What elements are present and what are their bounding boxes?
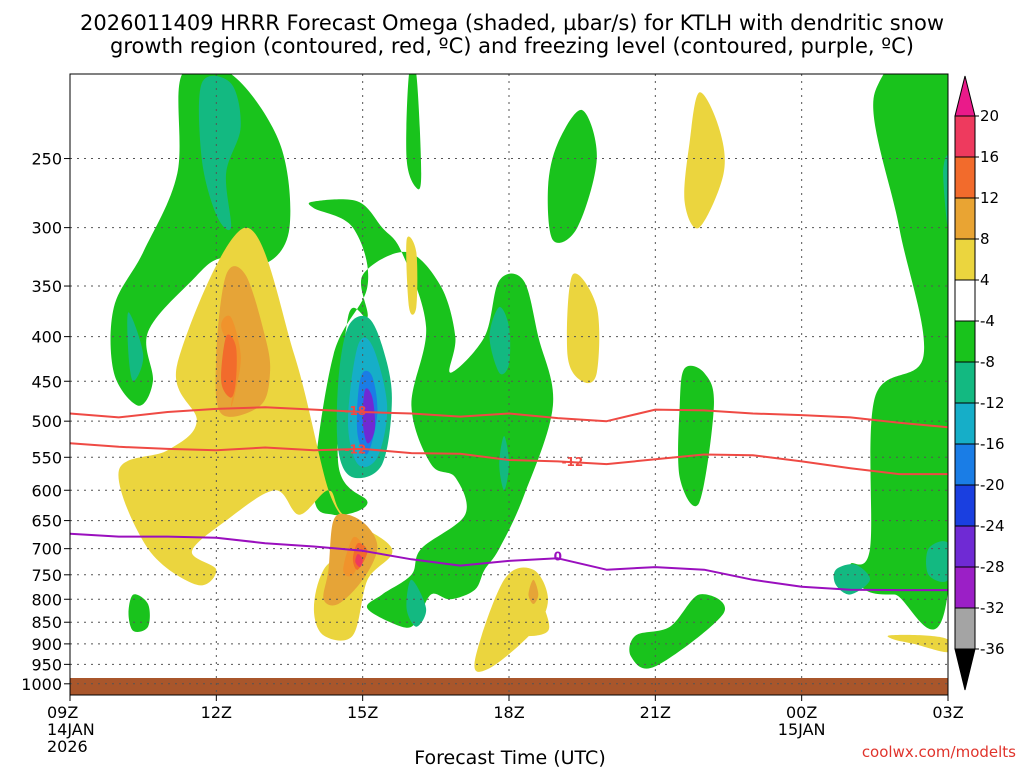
contour-label-layer: -18 -12 -12 0 [345,404,584,564]
x-axis-title: Forecast Time (UTC) [414,747,605,768]
omega-region--12-2 [127,312,144,382]
contour--12 [69,442,948,476]
colorbar-label-3: 8 [980,230,990,248]
omega-region-20-27 [355,553,363,568]
title-line-2: growth region (contoured, red, ºC) and f… [110,34,914,58]
y-tick-label-650: 650 [31,512,62,531]
y-axis: 250 300 350 400 450 500 550 600 650 700 750 800 850 9… [21,150,70,694]
colorbar-band-0 [954,115,976,158]
chart-title: 2026011409 HRRR Forecast Omega (shaded, … [80,11,944,58]
y-tick-label-250: 250 [31,150,62,169]
colorbar-label-8: -16 [980,435,1005,453]
colorbar-label-10: -24 [980,517,1005,535]
colorbar-label-6: -8 [980,353,995,371]
colorbar-label-13: -36 [980,640,1005,658]
colorbar-band-3 [954,238,976,281]
omega-region--8-14 [629,594,726,669]
omega-region--12-16 [926,541,948,582]
colorbar-label-1: 16 [980,148,999,166]
omega-region--12-17 [833,564,871,595]
ground-surface [70,678,948,695]
y-tick-label-450: 450 [31,372,62,391]
colorbar-band-1 [954,156,976,199]
colorbar-label-2: 12 [980,189,999,207]
omega-region--8-12 [547,109,597,243]
contour-layer [69,406,949,592]
y-tick-label-500: 500 [31,412,62,431]
colorbar-band-11 [954,566,976,609]
colorbar-band-2 [954,197,976,240]
y-tick-label-850: 850 [31,613,62,632]
x-tick-label-15-0: 00Z [786,703,817,722]
omega-region--8-15 [850,74,948,630]
omega-region--24-7 [362,388,376,444]
omega-region--8-11 [406,74,422,190]
x-tick-label-0-1: 14JAN [47,720,95,739]
y-tick-label-900: 900 [31,635,62,654]
contour--18 [69,406,949,429]
colorbar-label-9: -20 [980,476,1005,494]
colorbar-label-12: -32 [980,599,1005,617]
omega-region-4-33 [684,92,725,229]
y-tick-label-550: 550 [31,448,62,467]
colorbar-band-10 [954,525,976,568]
colorbar-label-11: -28 [980,558,1005,576]
omega-region--12-1 [198,75,241,231]
omega-region-4-32 [566,273,600,384]
x-tick-label-18-0: 03Z [932,703,963,722]
colorbar-band-6 [954,361,976,404]
colorbar-label-4: 4 [980,271,990,289]
omega-region-8-31 [528,579,539,604]
contour-label-1: -12 [345,443,367,457]
omega-region--8-0 [110,74,291,406]
y-tick-label-1000: 1000 [21,675,62,694]
colorbar-band-7 [954,402,976,445]
colorbar-label-0: 20 [980,107,999,125]
colorbar-band-5 [954,320,976,363]
omega-region--12-10 [499,436,509,491]
x-tick-label-3-0: 12Z [201,703,232,722]
omega-region--12-9 [489,306,511,375]
colorbar-band-9 [954,484,976,527]
credit-text: coolwx.com/modelts [862,743,1016,761]
x-tick-label-0-0: 09Z [47,703,78,722]
colorbar-label-7: -12 [980,394,1005,412]
contour-0 [69,532,948,592]
y-tick-label-350: 350 [31,277,62,296]
omega-region--8-3 [308,199,554,628]
y-tick-label-400: 400 [31,328,62,347]
plot-area: -18 -12 -12 0 [69,73,949,696]
y-tick-label-600: 600 [31,481,62,500]
colorbar-band-12 [954,607,976,650]
omega-region--12-18 [943,155,948,228]
y-tick-label-300: 300 [31,219,62,238]
colorbar-top-arrow [954,75,976,117]
y-tick-label-950: 950 [31,655,62,674]
colorbar-band-8 [954,443,976,486]
colorbar-label-5: -4 [980,312,995,330]
omega-region--12-8 [406,579,427,627]
colorbar-band-4 [954,279,976,322]
contour-label-0: -18 [345,404,367,418]
contour-label-3: 0 [554,550,562,564]
colorbar: 20 16 12 8 4 -4 -8 -12 -16 -20 -24 -28 -32 -36 [954,75,1005,691]
x-tick-label-0-2: 2026 [47,737,88,756]
colorbar-bottom-arrow [954,648,976,691]
omega-region-16-25 [221,334,237,398]
x-tick-label-15-1: 15JAN [778,720,826,739]
omega-region--8-13 [678,365,714,507]
x-tick-label-12-0: 21Z [640,703,671,722]
x-tick-label-9-0: 18Z [493,703,524,722]
y-tick-label-700: 700 [31,540,62,559]
y-tick-label-750: 750 [31,566,62,585]
y-tick-label-800: 800 [31,590,62,609]
x-tick-label-6-0: 15Z [347,703,378,722]
omega-region-4-28 [406,236,418,315]
contour-label-2: -12 [562,455,584,469]
title-line-1: 2026011409 HRRR Forecast Omega (shaded, … [80,11,944,35]
